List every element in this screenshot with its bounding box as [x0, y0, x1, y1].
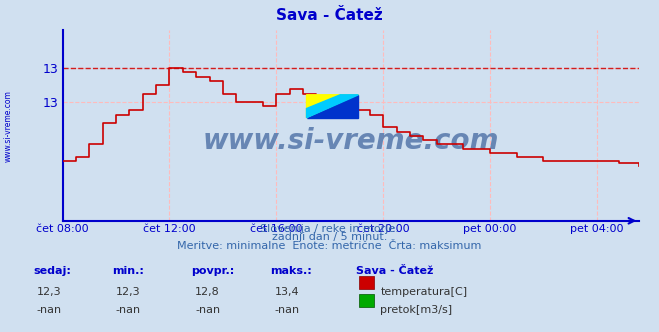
Text: temperatura[C]: temperatura[C] [380, 287, 467, 297]
Text: min.:: min.: [112, 266, 144, 276]
Polygon shape [306, 95, 358, 118]
Text: zadnji dan / 5 minut.: zadnji dan / 5 minut. [272, 232, 387, 242]
Text: 12,8: 12,8 [195, 287, 220, 297]
Text: -nan: -nan [116, 305, 141, 315]
Text: Slovenija / reke in morje.: Slovenija / reke in morje. [260, 224, 399, 234]
Polygon shape [306, 95, 358, 118]
Text: Meritve: minimalne  Enote: metrične  Črta: maksimum: Meritve: minimalne Enote: metrične Črta:… [177, 241, 482, 251]
Text: maks.:: maks.: [270, 266, 312, 276]
Text: 12,3: 12,3 [116, 287, 141, 297]
Text: 13,4: 13,4 [274, 287, 299, 297]
Text: -nan: -nan [37, 305, 62, 315]
Text: -nan: -nan [274, 305, 299, 315]
Text: www.si-vreme.com: www.si-vreme.com [203, 126, 499, 155]
Text: Sava - Čatež: Sava - Čatež [276, 8, 383, 23]
Text: 12,3: 12,3 [37, 287, 62, 297]
Text: www.si-vreme.com: www.si-vreme.com [3, 90, 13, 162]
Polygon shape [306, 95, 358, 118]
Text: -nan: -nan [195, 305, 220, 315]
Text: sedaj:: sedaj: [33, 266, 71, 276]
Text: pretok[m3/s]: pretok[m3/s] [380, 305, 452, 315]
Text: povpr.:: povpr.: [191, 266, 235, 276]
Text: Sava - Čatež: Sava - Čatež [356, 266, 433, 276]
